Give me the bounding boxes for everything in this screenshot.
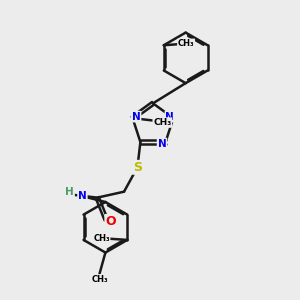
Text: N: N <box>158 139 166 148</box>
Text: O: O <box>105 215 116 228</box>
Text: N: N <box>165 112 174 122</box>
Text: CH₃: CH₃ <box>178 39 194 48</box>
Text: CH₃: CH₃ <box>91 275 108 284</box>
Text: N: N <box>78 191 87 201</box>
Text: CH₃: CH₃ <box>93 234 110 243</box>
Text: CH₃: CH₃ <box>153 118 172 127</box>
Text: N: N <box>132 112 141 122</box>
Text: H: H <box>65 187 74 197</box>
Text: S: S <box>133 161 142 174</box>
